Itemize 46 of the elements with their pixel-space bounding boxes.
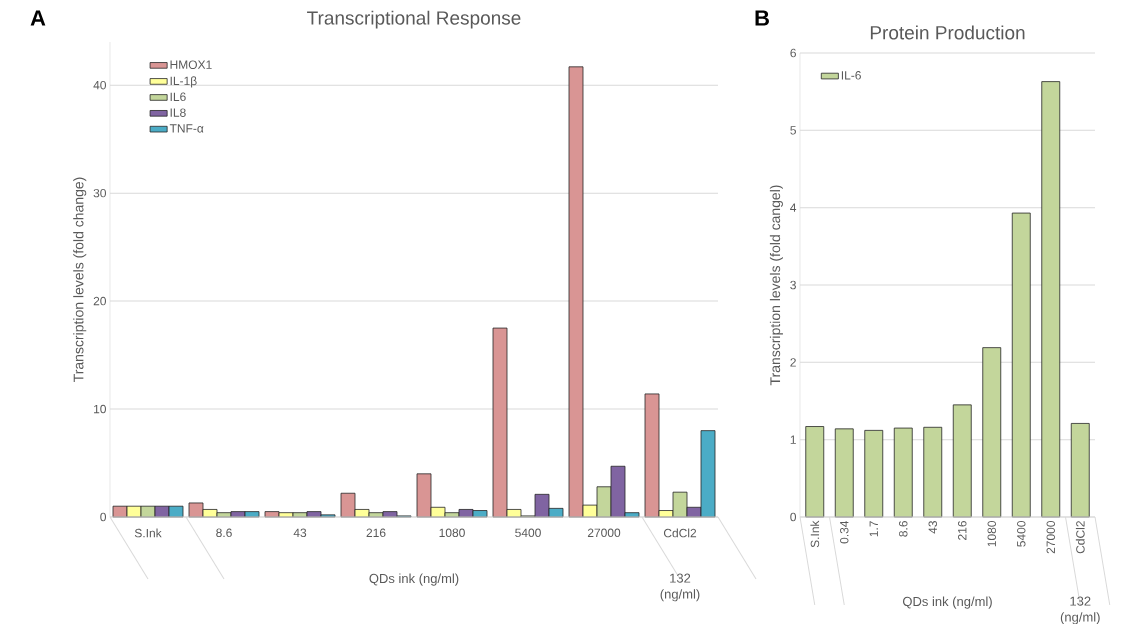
legend-label: HMOX1 [170,60,212,69]
text: B [755,10,769,26]
y-tick-label: 1 [790,435,796,444]
x-tick-label: 216 [958,521,967,540]
x-tick-label: CdCl2 [1075,521,1085,554]
text: A [30,10,46,26]
y-tick-label: 10 [94,404,106,414]
x-tick-label: 1080 [987,521,996,547]
text: 132 (ng/ml) [660,573,700,602]
chart-title: Transcriptional Response [307,10,521,29]
x-tick-label: 216 [366,528,386,538]
x-tick-label: 5400 [515,528,541,538]
y-tick-label: 6 [790,48,796,58]
y-axis-title: Transcription levels (fold change) [73,177,87,383]
y-tick-label: 30 [93,188,106,198]
y-tick-label: 2 [790,358,796,367]
legend-label: TNF-α [169,124,204,133]
x-tick-label: 27000 [1046,521,1055,554]
y-tick-label: 5 [790,126,796,135]
legend-label: IL8 [170,108,186,117]
legend-label: IL-1β [170,76,197,88]
y-tick-label: 4 [790,203,797,212]
text: QDs ink (ng/ml) [902,596,992,609]
y-tick-label: 0 [100,512,107,522]
text: QDs ink (ng/ml) [369,573,459,586]
x-tick-label: 1080 [439,528,465,538]
y-tick-label: 0 [790,512,797,522]
x-tick-label: CdCl2 [663,528,697,538]
x-tick-label: 43 [293,528,307,538]
chart-title: Protein Production [870,25,1025,40]
x-tick-label: 8.6 [216,528,232,538]
y-tick-label: 40 [93,80,106,90]
x-tick-label: 5400 [1017,521,1026,547]
x-tick-label: 27000 [587,528,621,538]
x-tick-label: 43 [928,521,937,534]
y-tick-label: 20 [93,296,106,306]
x-tick-label: 8.6 [899,521,908,537]
y-tick-label: 3 [790,280,796,290]
x-tick-label: S.Ink [134,528,162,538]
x-tick-label: 0.34 [840,520,849,544]
x-tick-label: 1.7 [869,521,878,537]
x-tick-label: S.Ink [810,520,820,548]
text: 132 (ng/ml) [1060,596,1100,624]
legend-label: IL6 [170,92,186,102]
legend-label: IL-6 [841,71,861,80]
y-axis-title: Transcription levels (fold cangel) [769,185,783,386]
